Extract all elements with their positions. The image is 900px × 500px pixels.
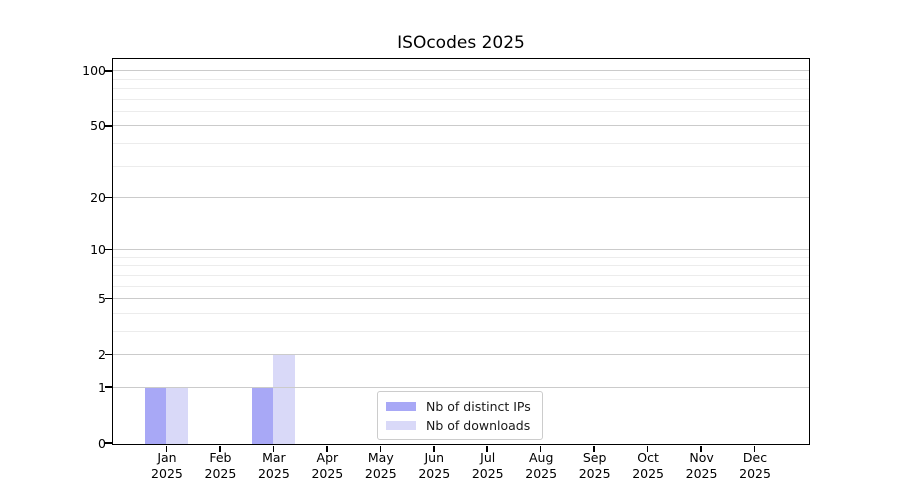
x-tick-label-month: Jun — [424, 450, 445, 465]
x-axis-tick — [753, 445, 756, 452]
x-tick-label-month: Jan — [157, 450, 177, 465]
chart-title: ISOcodes 2025 — [397, 33, 525, 53]
legend-swatch — [386, 402, 416, 411]
x-tick-label: Mar 2025 — [244, 450, 304, 481]
gridline-major — [113, 70, 809, 72]
y-axis-tick — [105, 125, 112, 127]
legend-label: Nb of distinct IPs — [426, 399, 531, 414]
x-tick-label-year: 2025 — [311, 465, 344, 481]
y-tick-label: 20 — [90, 190, 106, 205]
x-tick-label-month: Feb — [209, 450, 232, 465]
x-tick-label-year: 2025 — [204, 465, 237, 481]
x-tick-label-month: Aug — [528, 450, 554, 465]
y-axis-tick — [105, 353, 112, 356]
gridline-minor — [113, 88, 809, 90]
y-axis-tick — [105, 70, 112, 72]
x-tick-label-month: Sep — [582, 450, 607, 465]
x-tick-label-year: 2025 — [525, 465, 558, 481]
legend-entry: Nb of downloads — [386, 418, 531, 433]
x-tick-label: Dec 2025 — [725, 450, 785, 481]
y-tick-label: 1 — [98, 379, 106, 395]
x-tick-label-month: Apr — [316, 450, 339, 465]
gridline-minor — [113, 256, 809, 258]
x-axis-tick — [700, 445, 702, 452]
y-tick-label: 10 — [90, 242, 106, 258]
y-axis-tick — [105, 196, 112, 199]
legend-label: Nb of downloads — [426, 418, 531, 433]
gridline-minor — [113, 285, 809, 287]
gridline-minor — [113, 330, 809, 332]
legend: Nb of distinct IPs Nb of downloads — [377, 391, 543, 440]
gridline-minor — [113, 78, 809, 80]
x-tick-label-year: 2025 — [739, 465, 771, 481]
x-tick-label: Feb 2025 — [190, 450, 250, 481]
y-axis-tick — [105, 297, 112, 300]
x-tick-label-year: 2025 — [578, 465, 611, 481]
x-tick-label: Apr 2025 — [297, 450, 357, 481]
bar-jan-downloads — [166, 388, 188, 444]
x-axis-tick — [539, 445, 542, 452]
x-tick-label: Jun 2025 — [404, 450, 464, 481]
bar-mar-downloads — [273, 355, 295, 444]
y-tick-label: 100 — [82, 63, 106, 79]
gridline-minor — [113, 165, 809, 167]
gridline-major — [113, 353, 809, 355]
x-tick-label-month: Nov — [689, 450, 714, 465]
gridline-major — [113, 197, 809, 198]
x-axis-tick — [272, 445, 275, 452]
gridline-minor — [113, 98, 809, 100]
x-tick-label-month: May — [367, 450, 394, 465]
x-tick-label-year: 2025 — [471, 465, 504, 481]
x-axis-tick — [486, 445, 488, 452]
gridline-major — [113, 298, 809, 300]
x-tick-label-month: Oct — [637, 450, 659, 465]
bar-jan-distinct-ips — [145, 388, 167, 444]
gridline-minor — [113, 143, 809, 145]
y-tick-label: 2 — [98, 346, 106, 362]
x-tick-label: Nov 2025 — [672, 450, 732, 481]
x-tick-label: Jan 2025 — [137, 450, 197, 481]
y-tick-label: 5 — [98, 291, 106, 307]
x-axis-tick — [646, 445, 649, 452]
x-tick-label-year: 2025 — [151, 465, 183, 481]
x-tick-label-year: 2025 — [685, 465, 718, 481]
x-axis-tick — [219, 445, 221, 452]
bar-mar-distinct-ips — [251, 388, 274, 444]
x-tick-label: Sep 2025 — [565, 450, 625, 481]
gridline-minor — [113, 111, 809, 113]
x-tick-label: Jul 2025 — [458, 450, 518, 481]
gridline-major — [113, 249, 809, 251]
x-tick-label-year: 2025 — [632, 465, 665, 481]
y-axis-tick — [105, 442, 112, 444]
x-tick-label: May 2025 — [351, 450, 411, 481]
gridline-major — [113, 386, 809, 388]
gridline-major — [113, 125, 809, 127]
x-axis-tick — [165, 445, 168, 452]
x-tick-label: Aug 2025 — [511, 450, 571, 481]
x-axis-tick — [379, 445, 382, 452]
x-tick-label-year: 2025 — [257, 465, 290, 481]
x-axis-tick — [326, 445, 328, 452]
legend-entry: Nb of distinct IPs — [386, 399, 531, 414]
x-axis-tick — [593, 445, 595, 452]
y-tick-label: 0 — [98, 435, 106, 451]
x-tick-label: Oct 2025 — [618, 450, 678, 481]
x-tick-label-year: 2025 — [364, 465, 397, 481]
gridline-minor — [113, 265, 809, 267]
gridline-minor — [113, 312, 809, 314]
legend-swatch — [386, 421, 416, 430]
x-tick-label-year: 2025 — [418, 465, 451, 481]
y-tick-label: 50 — [90, 118, 106, 134]
gridline-minor — [113, 274, 809, 276]
plot-area: Nb of distinct IPs Nb of downloads — [105, 58, 810, 452]
y-axis-tick — [105, 248, 112, 251]
x-axis-tick — [433, 445, 435, 452]
x-tick-label-month: Jul — [480, 450, 496, 465]
x-tick-label-month: Dec — [742, 450, 768, 465]
y-axis-tick — [105, 386, 112, 388]
x-tick-label-month: Mar — [262, 450, 286, 465]
